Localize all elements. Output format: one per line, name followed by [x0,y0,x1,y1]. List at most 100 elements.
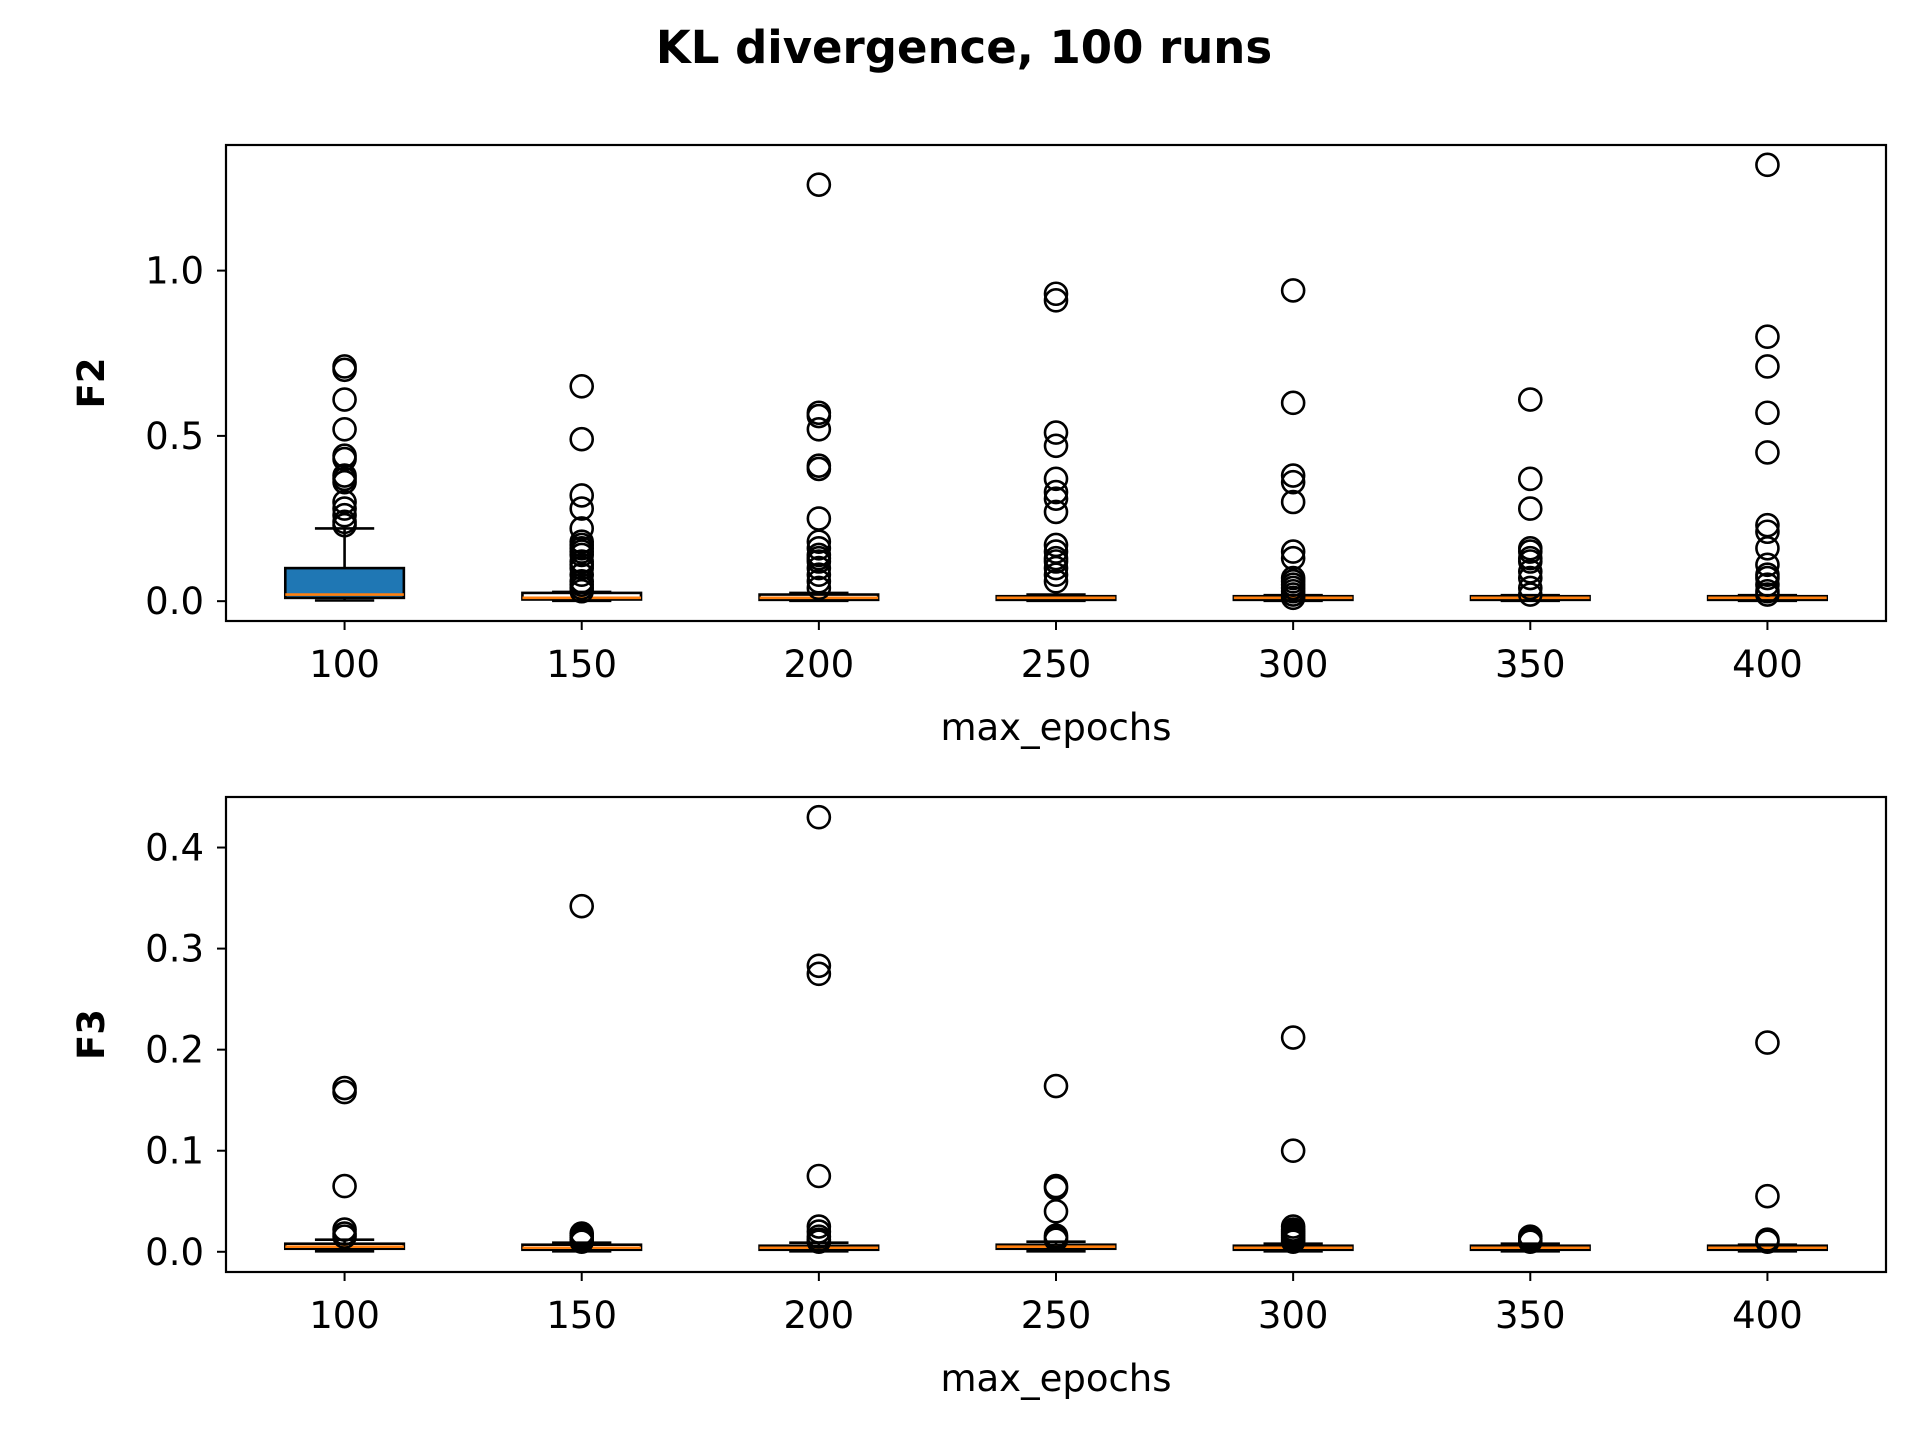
outlier-point [1280,489,1306,515]
outlier-point [569,496,595,521]
outlier-point [1755,1030,1780,1055]
outlier-point [806,549,832,574]
outlier-point [332,354,357,379]
outlier-point [1043,1227,1069,1252]
outlier-point [1280,463,1306,488]
outlier-point [806,1163,832,1189]
outlier-point [1280,469,1306,495]
outlier-point [1517,1229,1543,1254]
outlier-point [569,374,595,399]
outlier-point [1043,479,1069,505]
f3-xtick-label: 250 [1021,1294,1092,1337]
outlier-point [1043,549,1069,574]
f2-boxplot-panel: 100 150 200 250 300 350 400 0.0 0.5 1.0 max_epochs… [70,143,1888,749]
outlier-point [1043,288,1069,313]
outlier-point [1755,565,1780,591]
f3-xtick-label: 350 [1495,1294,1566,1337]
outlier-point [1280,1229,1306,1254]
outlier-point [332,416,357,442]
outlier-point [1280,278,1306,303]
f3-ytick-label: 0.3 [145,928,204,971]
outlier-point [1755,535,1780,561]
f2-xtick-label: 350 [1495,643,1566,686]
outlier-point [332,469,357,495]
f2-ytick-label: 0.5 [145,415,204,458]
f2-ytick-label: 1.0 [145,250,204,293]
outlier-point [806,953,832,979]
f2-xtick-label: 250 [1021,643,1092,686]
f3-box-250 [995,1073,1117,1253]
f2-box-250 [995,281,1117,603]
outlier-point [1043,1073,1069,1099]
outlier-point [1043,555,1069,581]
f3-xlabel: max_epochs [940,1357,1171,1400]
f3-box-400 [1706,1030,1829,1254]
outlier-point [1755,1229,1780,1254]
outlier-point [1280,585,1306,611]
f2-xtick-label: 300 [1258,643,1329,686]
outlier-point [332,512,357,538]
outlier-point [1755,324,1780,350]
outlier-point [1043,562,1069,588]
f3-xtick-label: 200 [784,1294,855,1337]
f2-box-150 [521,374,643,604]
outlier-point [1517,575,1543,601]
outlier-point [1043,420,1069,445]
figure-title: KL divergence, 100 runs [656,21,1272,74]
outlier-point [569,562,595,588]
outlier-point [806,575,832,601]
outlier-point [806,535,832,561]
outlier-point [1517,466,1543,492]
outlier-point [569,893,595,919]
f2-ylabel: F2 [70,357,113,408]
f3-xtick-label: 400 [1732,1294,1803,1337]
outlier-point [806,555,832,581]
outlier-point [1517,549,1543,574]
f2-xtick-label: 200 [784,643,855,686]
f2-box-400 [1706,152,1829,607]
outlier-point [1043,433,1069,459]
outlier-point [806,569,832,594]
outlier-point [332,1224,357,1249]
outlier-point [806,562,832,588]
outlier-point [1755,152,1780,178]
outlier-point [569,578,595,604]
outlier-point [1755,552,1780,578]
f2-box-300 [1232,278,1354,611]
outlier-point [1280,1138,1306,1164]
outlier-point [1280,1025,1306,1050]
f3-box-300 [1232,1025,1354,1254]
f3-xtick-label: 150 [546,1294,617,1337]
outlier-point [1043,281,1069,307]
outlier-point [1517,387,1543,412]
outlier-point [569,1229,595,1254]
outlier-point [1517,539,1543,564]
outlier-point [1755,354,1780,379]
outlier-point [1755,400,1780,426]
outlier-point [569,483,595,508]
f2-xlabel: max_epochs [940,706,1171,749]
outlier-point [1043,499,1069,525]
outlier-point [332,387,357,412]
outlier-point [1755,582,1780,607]
outlier-point [1280,390,1306,416]
outlier-point [1755,572,1780,597]
outlier-point [1755,1183,1780,1209]
f3-ytick-label: 0.1 [145,1130,204,1173]
outlier-point [1043,486,1069,511]
outlier-point [569,542,595,568]
outlier-point [1280,539,1306,564]
outlier-point [569,426,595,452]
outlier-point [806,1229,832,1254]
outlier-point [1043,1199,1069,1224]
f3-ytick-label: 0.0 [145,1231,204,1274]
outlier-point [332,502,357,528]
f3-ytick-label: 0.2 [145,1029,204,1072]
outlier-point [806,456,832,482]
outlier-point [332,1173,357,1199]
outlier-point [1517,565,1543,591]
outlier-point [1043,569,1069,594]
f2-box-200 [758,172,880,603]
f2-xtick-label: 400 [1732,643,1803,686]
